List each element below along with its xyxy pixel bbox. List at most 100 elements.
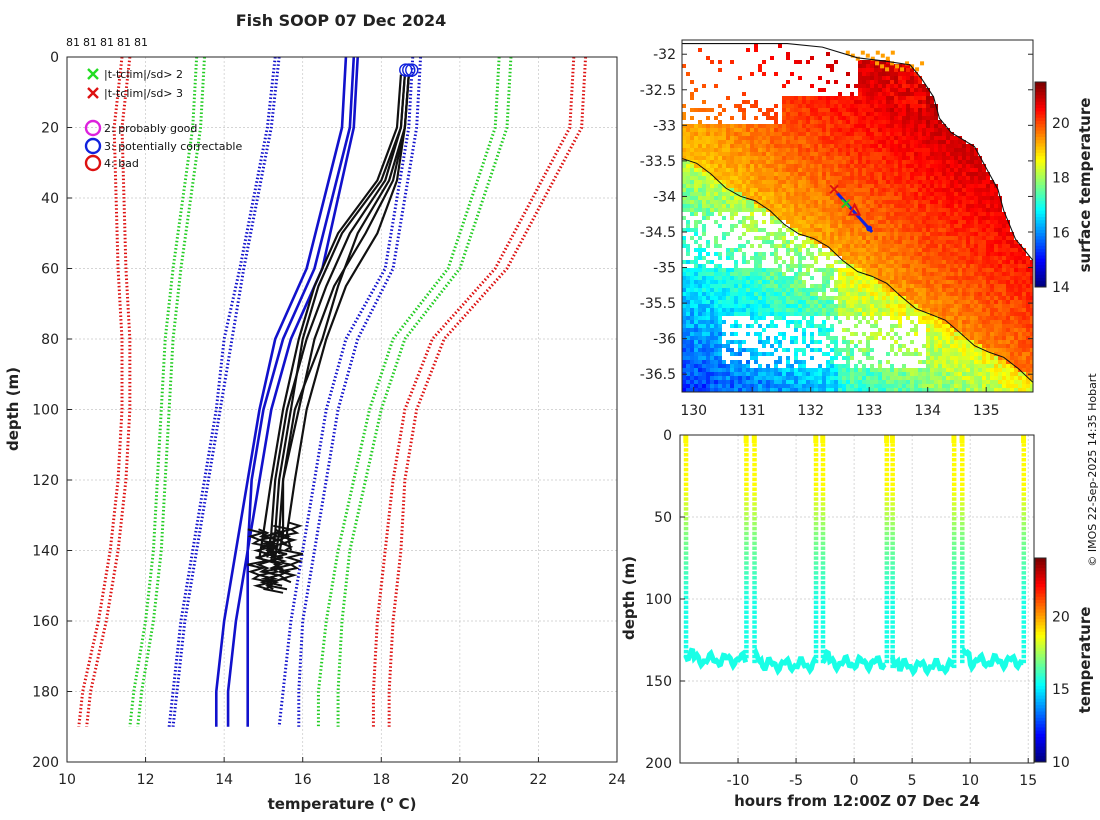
sst-cell	[798, 144, 802, 148]
sst-cell	[778, 256, 782, 260]
sst-cell	[778, 184, 782, 188]
sst-cell	[990, 324, 994, 328]
sst-cell	[890, 308, 894, 312]
sst-cell	[910, 132, 914, 136]
sst-cell	[794, 204, 798, 208]
sst-cell	[858, 180, 862, 184]
sst-cell	[718, 356, 722, 360]
sst-cell	[974, 332, 978, 336]
sst-cell	[966, 348, 970, 352]
sst-cell	[902, 220, 906, 224]
sst-cell	[946, 224, 950, 228]
sst-cell	[890, 304, 894, 308]
sst-cell	[874, 236, 878, 240]
sst-cell	[798, 264, 802, 268]
sst-cell	[702, 296, 706, 300]
sst-cell	[770, 292, 774, 296]
sst-cell	[710, 308, 714, 312]
sst-cell	[710, 316, 714, 320]
sst-cell	[990, 212, 994, 216]
sst-cell	[718, 292, 722, 296]
sst-cell	[822, 320, 826, 324]
x-tick-label: 14	[215, 772, 233, 788]
sst-cell	[902, 88, 906, 92]
sst-cell	[774, 176, 778, 180]
sst-cell	[858, 72, 862, 76]
sst-cell	[770, 324, 774, 328]
sst-cell	[934, 328, 938, 332]
sst-cell	[870, 112, 874, 116]
sst-cell	[870, 204, 874, 208]
sst-cell	[798, 160, 802, 164]
sst-cell	[850, 160, 854, 164]
sst-cell	[942, 184, 946, 188]
sst-cell	[766, 304, 770, 308]
sst-cell	[726, 276, 730, 280]
sst-cell	[682, 268, 686, 272]
sst-cell	[890, 272, 894, 276]
sst-cell	[962, 288, 966, 292]
sst-cell	[814, 240, 818, 244]
sst-cell	[754, 296, 758, 300]
sst-cell	[978, 208, 982, 212]
sst-cell	[886, 216, 890, 220]
sst-cell	[866, 188, 870, 192]
sst-cell	[974, 252, 978, 256]
sst-cell	[702, 152, 706, 156]
sst-cell	[774, 300, 778, 304]
sst-cell	[954, 148, 958, 152]
sst-cell	[702, 360, 706, 364]
sst-cell	[726, 188, 730, 192]
sst-cell	[726, 172, 730, 176]
sst-cell	[990, 240, 994, 244]
sst-cell	[886, 200, 890, 204]
sst-cell	[750, 140, 754, 144]
sst-cell	[830, 220, 834, 224]
sst-cell	[706, 296, 710, 300]
map-panel: 130 131 132 133 134 135 -32-32.5-33-33.5-34-3…	[640, 39, 1094, 419]
sst-cell	[990, 244, 994, 248]
sst-cell	[782, 156, 786, 160]
sst-cell	[886, 208, 890, 212]
sst-cell	[726, 164, 730, 168]
sst-cell	[922, 292, 926, 296]
sst-cell	[958, 352, 962, 356]
sst-cell	[734, 156, 738, 160]
sst-cell	[906, 76, 910, 80]
sst-cell	[954, 156, 958, 160]
sst-cell	[886, 116, 890, 120]
sst-cell	[854, 252, 858, 256]
sst-cell	[850, 252, 854, 256]
sst-cell	[974, 236, 978, 240]
sst-cell	[874, 120, 878, 124]
sst-cell	[690, 132, 694, 136]
sst-cell	[802, 332, 806, 336]
sst-cell	[778, 292, 782, 296]
sst-cell	[950, 188, 954, 192]
sst-cell	[762, 228, 766, 232]
sst-cell	[878, 88, 882, 92]
sst-cell	[686, 136, 690, 140]
sst-cell	[942, 172, 946, 176]
sst-cell	[866, 180, 870, 184]
sst-cell	[886, 236, 890, 240]
sst-cell	[882, 80, 886, 84]
sst-cell	[890, 204, 894, 208]
sst-cell	[818, 252, 822, 256]
sst-cell	[782, 184, 786, 188]
sst-cell	[966, 360, 970, 364]
sst-cell	[718, 312, 722, 316]
sst-cell	[1018, 276, 1022, 280]
sst-cell	[714, 156, 718, 160]
sst-cell	[718, 136, 722, 140]
sst-cell	[938, 284, 942, 288]
sst-cell	[838, 244, 842, 248]
sst-cell	[902, 256, 906, 260]
sst-cell	[946, 200, 950, 204]
sst-cell	[806, 296, 810, 300]
sst-cell	[698, 296, 702, 300]
sst-cell	[810, 188, 814, 192]
sst-cell	[774, 184, 778, 188]
sst-cell	[950, 156, 954, 160]
sst-cell	[854, 312, 858, 316]
